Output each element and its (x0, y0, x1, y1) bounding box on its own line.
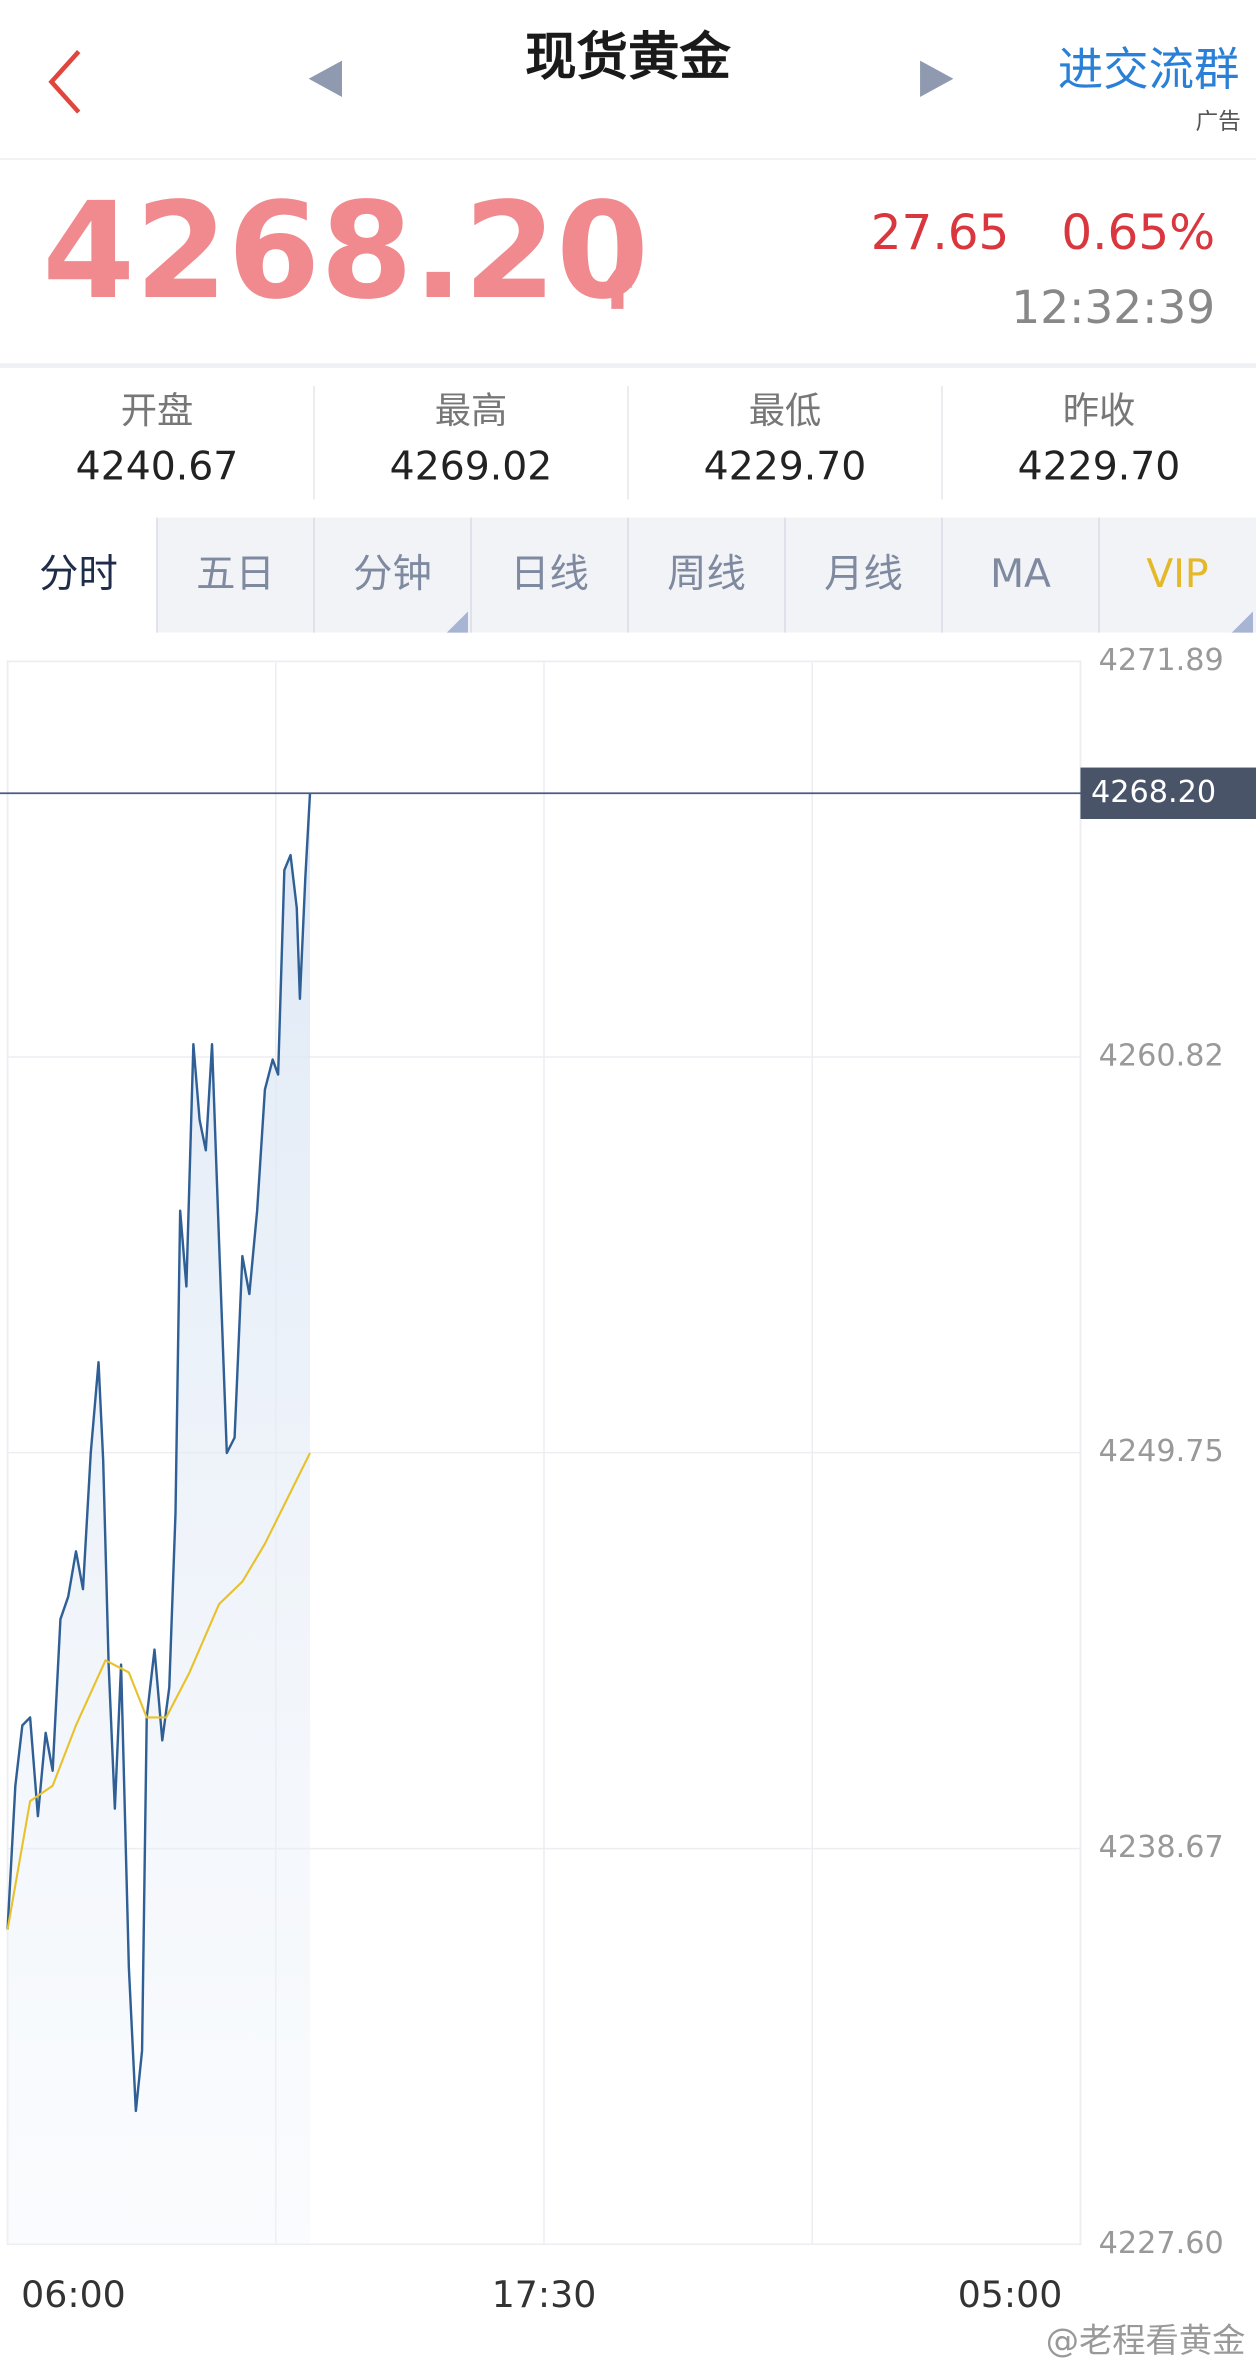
quote-time: 12:32:39 (1011, 281, 1215, 334)
tab-bar: 分时 五日 分钟 日线 周线 月线 MA VIP (0, 517, 1256, 633)
stat-label: 最低 (749, 389, 822, 432)
tab[interactable]: MA (990, 551, 1051, 597)
intraday-chart: 4227.60 4238.67 4249.75 4260.82 4271.89 06:00… (0, 643, 1256, 2316)
ad-label: 广告 (1195, 109, 1240, 135)
next-arrow[interactable] (920, 60, 954, 97)
group-link[interactable]: 进交流群 (1058, 43, 1240, 96)
watermark: @老程看黄金 (1046, 2321, 1246, 2360)
up-arrow (602, 266, 633, 309)
tab[interactable]: 五日 (196, 551, 275, 597)
average-line (6, 1452, 311, 1930)
stat-label: 昨收 (1063, 389, 1136, 432)
back-button[interactable] (48, 50, 81, 114)
price-area (7, 793, 311, 2245)
current-price-label: 4268.20 (1091, 775, 1216, 810)
page-title: 现货黄金 (525, 28, 731, 88)
y-tick-label: 4249.75 (1099, 1434, 1224, 1469)
last-price: 4268.20 (42, 174, 649, 329)
x-tick-label: 05:00 (958, 2273, 1063, 2316)
tab[interactable]: 日线 (510, 551, 589, 597)
tab[interactable]: 分钟 (353, 551, 432, 597)
current-price-tag (1080, 767, 1256, 820)
divider (0, 363, 1256, 368)
tab[interactable]: VIP (1146, 551, 1208, 597)
change-percent: 0.65% (1061, 205, 1215, 261)
y-tick-label: 4271.89 (1099, 643, 1224, 678)
stats-row: 开盘 4240.67 最高 4269.02 最低 4229.70 昨收 4229.70 (76, 385, 1181, 500)
tab-active-bg (0, 517, 157, 633)
stat-label: 开盘 (121, 389, 194, 432)
y-tick-label: 4260.82 (1099, 1039, 1224, 1074)
tab-corner (446, 611, 468, 633)
tab[interactable]: 分时 (39, 551, 118, 597)
y-tick-label: 4227.60 (1099, 2226, 1224, 2261)
stat-value: 4229.70 (704, 444, 867, 490)
x-tick-label: 06:00 (21, 2273, 126, 2316)
price-change: 27.65 (871, 205, 1010, 261)
tab-corner (1231, 611, 1253, 633)
x-tick-label: 17:30 (492, 2273, 597, 2316)
tab[interactable]: 月线 (824, 551, 903, 597)
stat-value: 4229.70 (1018, 444, 1181, 490)
stat-label: 最高 (435, 389, 508, 432)
price-line (6, 793, 312, 2113)
y-tick-label: 4238.67 (1099, 1830, 1224, 1865)
prev-arrow[interactable] (308, 60, 342, 97)
stat-value: 4269.02 (390, 444, 553, 490)
stat-value: 4240.67 (76, 444, 239, 490)
tab[interactable]: 周线 (667, 551, 746, 597)
